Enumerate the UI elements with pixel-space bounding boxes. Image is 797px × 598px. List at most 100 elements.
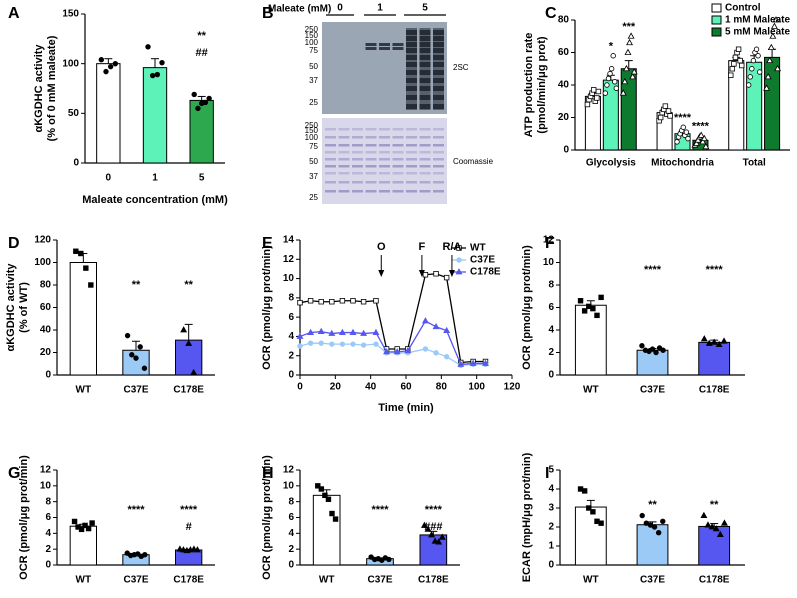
point — [605, 75, 612, 82]
bar — [574, 304, 607, 376]
gel-band — [338, 181, 350, 184]
point — [708, 523, 716, 530]
significance: **** — [692, 120, 710, 132]
point — [443, 274, 450, 281]
panel-label: H — [262, 465, 274, 482]
point — [78, 526, 85, 533]
panel-label: F — [545, 235, 555, 252]
arrow-head — [378, 270, 385, 277]
blot-smear — [433, 28, 444, 110]
gel-band — [406, 128, 417, 131]
blot-band — [392, 43, 404, 46]
point — [770, 22, 778, 29]
blot-band — [365, 47, 377, 50]
point — [764, 73, 772, 80]
point — [607, 70, 613, 77]
legend-label: C37E — [470, 255, 495, 266]
point — [71, 518, 78, 525]
bar — [764, 56, 781, 151]
y-tick-label: 8 — [288, 496, 294, 507]
gel-band — [433, 181, 444, 184]
gel-band — [433, 136, 444, 139]
y-tick-label: 4 — [288, 331, 294, 342]
point — [735, 46, 742, 52]
x-tick-label: 5 — [199, 173, 205, 184]
point — [712, 525, 720, 532]
gel-band — [338, 128, 350, 131]
y-tick-label: 10 — [283, 273, 295, 284]
point — [602, 90, 609, 96]
y-axis-label: OCR (pmol/μg prot/min) — [18, 455, 30, 580]
gel-band — [392, 172, 404, 175]
point — [129, 352, 135, 358]
point — [154, 71, 161, 78]
point — [317, 327, 325, 335]
point — [455, 268, 463, 275]
point — [428, 531, 436, 538]
gel-band — [379, 181, 390, 184]
ladder-label: 250 — [305, 121, 319, 130]
x-tick-label: C178E — [173, 385, 204, 396]
point — [202, 99, 209, 106]
point — [756, 69, 763, 75]
point — [705, 339, 713, 346]
point — [137, 344, 143, 350]
gel-band — [392, 190, 404, 193]
panel-label: E — [262, 235, 273, 252]
point — [577, 298, 584, 304]
point — [297, 299, 303, 306]
point — [594, 95, 600, 101]
point — [651, 524, 658, 530]
point — [339, 341, 346, 347]
point — [404, 347, 412, 354]
arrow-head — [418, 270, 425, 277]
point — [112, 60, 119, 67]
y-axis-label: (pmol/min/μg prot) — [536, 36, 548, 133]
bar — [698, 341, 731, 376]
point — [608, 66, 615, 72]
point — [433, 350, 439, 356]
gel-band — [365, 181, 377, 184]
gel-band — [419, 128, 431, 131]
x-tick-label: WT — [583, 575, 599, 586]
x-tick-label: 1 — [152, 173, 158, 184]
ladder-label: 75 — [309, 142, 318, 151]
point — [159, 59, 165, 66]
x-tick-label: C37E — [640, 385, 665, 396]
y-tick-label: 40 — [558, 80, 570, 91]
gel-band — [325, 136, 336, 139]
gel-band — [433, 172, 444, 175]
point — [372, 328, 380, 335]
gel-band — [406, 181, 417, 184]
blot-band — [365, 43, 377, 46]
point — [694, 136, 702, 143]
y-tick-label: 2 — [288, 544, 294, 555]
point — [763, 84, 771, 91]
treatment-label: R/A — [442, 241, 461, 253]
point — [73, 248, 79, 254]
panel-label: B — [262, 5, 274, 22]
point — [107, 63, 114, 70]
y-axis-label: ECAR (mpH/μg prot/min) — [521, 452, 533, 582]
y-tick-label: 0 — [288, 560, 294, 571]
bar — [312, 494, 341, 566]
gel-band — [338, 172, 350, 175]
point — [660, 518, 666, 524]
gel-band — [392, 151, 404, 154]
gel-band — [419, 144, 431, 147]
lane-label: 5 — [422, 3, 428, 14]
point — [296, 332, 304, 339]
point — [745, 82, 752, 88]
ladder-label: 150 — [305, 126, 319, 135]
blot-smear — [419, 28, 431, 110]
gel-band — [338, 136, 350, 139]
legend-label: WT — [470, 243, 486, 254]
gel-band — [379, 144, 390, 147]
point — [732, 54, 739, 61]
point — [432, 322, 440, 330]
gel-band — [325, 165, 336, 168]
y-tick-label: 80 — [40, 280, 52, 291]
point — [612, 79, 618, 85]
point — [584, 101, 591, 108]
ladder-label: 100 — [305, 133, 319, 142]
